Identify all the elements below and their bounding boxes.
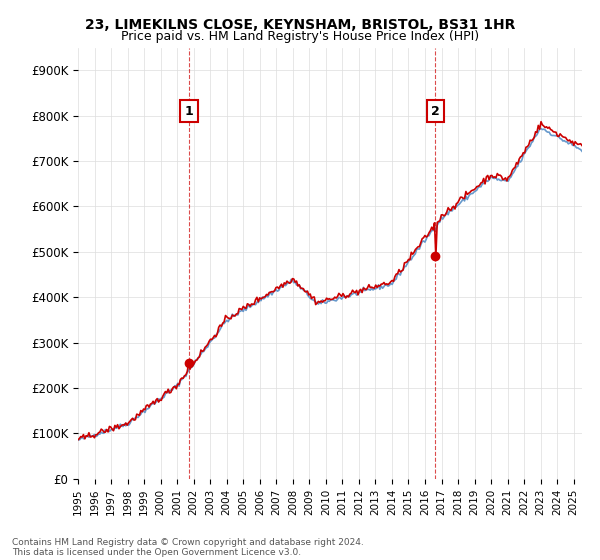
Text: Contains HM Land Registry data © Crown copyright and database right 2024.
This d: Contains HM Land Registry data © Crown c… <box>12 538 364 557</box>
Text: 23, LIMEKILNS CLOSE, KEYNSHAM, BRISTOL, BS31 1HR: 23, LIMEKILNS CLOSE, KEYNSHAM, BRISTOL, … <box>85 18 515 32</box>
Text: 2: 2 <box>431 105 440 118</box>
Text: Price paid vs. HM Land Registry's House Price Index (HPI): Price paid vs. HM Land Registry's House … <box>121 30 479 43</box>
Text: 1: 1 <box>185 105 194 118</box>
